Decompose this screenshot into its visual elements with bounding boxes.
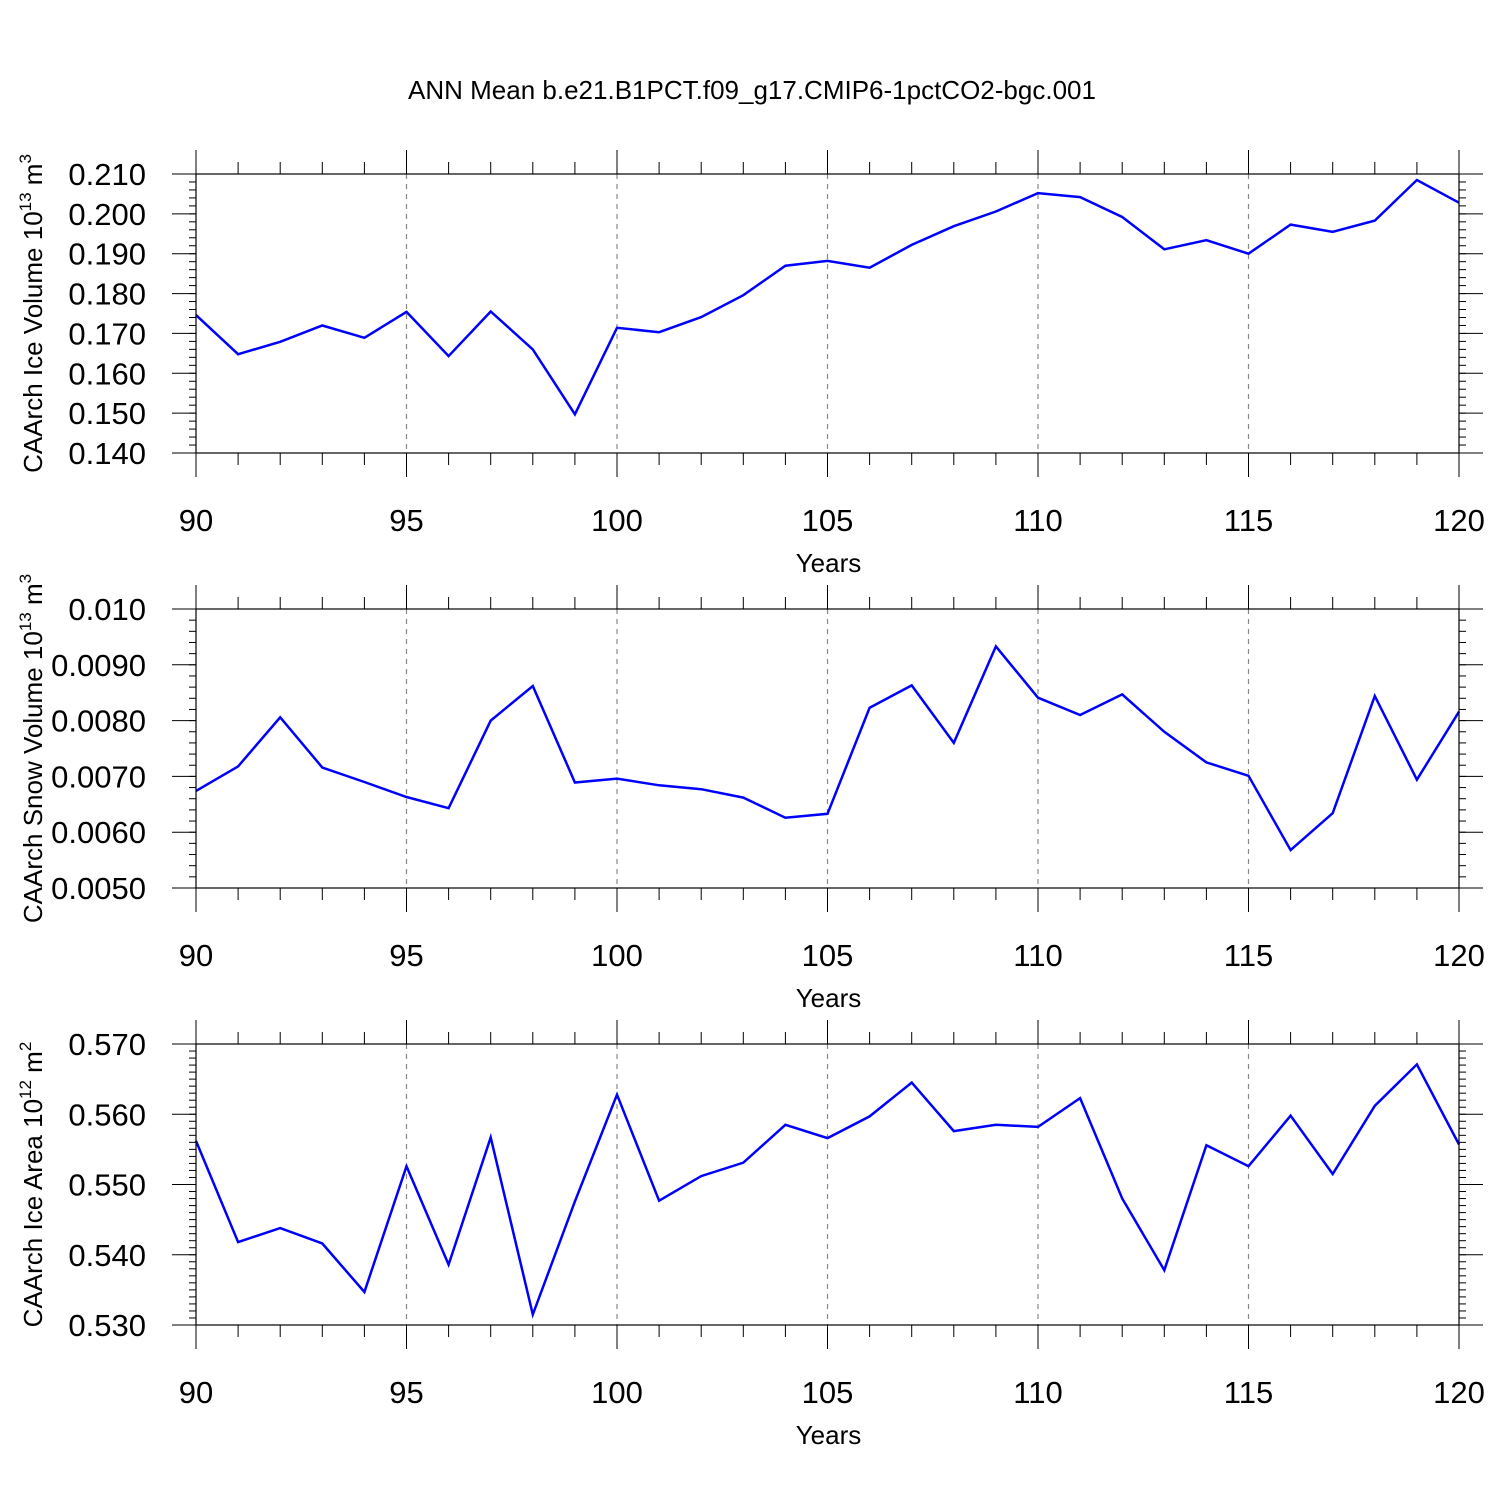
x-tick-label: 90 <box>179 1375 213 1410</box>
y-tick-label: 0.530 <box>68 1308 146 1343</box>
plot-frame <box>195 608 1460 889</box>
x-tick-label: 95 <box>389 503 423 538</box>
y-axis-label: CAArch Snow Volume 1013 m3 <box>16 574 48 923</box>
y-tick-label: 0.150 <box>68 396 146 431</box>
x-tick-label: 105 <box>802 503 854 538</box>
plot-frame <box>195 1043 1460 1326</box>
x-axis-label: Years <box>796 548 862 578</box>
y-tick-label: 0.200 <box>68 197 146 232</box>
x-tick-label: 115 <box>1224 503 1273 538</box>
x-tick-label: 110 <box>1013 503 1062 538</box>
x-tick-label: 90 <box>179 938 213 973</box>
y-tick-label: 0.570 <box>68 1027 146 1062</box>
x-axis-label: Years <box>796 1420 862 1450</box>
y-tick-label: 0.010 <box>68 592 146 627</box>
y-tick-label: 0.0090 <box>51 648 146 683</box>
plot-frame <box>195 173 1460 454</box>
y-tick-label: 0.0070 <box>51 759 146 794</box>
x-tick-label: 95 <box>389 1375 423 1410</box>
y-tick-label: 0.0050 <box>51 871 146 906</box>
y-tick-label: 0.550 <box>68 1168 146 1203</box>
y-tick-label: 0.540 <box>68 1238 146 1273</box>
x-tick-label: 95 <box>389 938 423 973</box>
x-tick-label: 100 <box>591 938 643 973</box>
x-tick-label: 120 <box>1433 1375 1485 1410</box>
y-tick-label: 0.210 <box>68 157 146 192</box>
x-tick-label: 105 <box>802 938 854 973</box>
y-tick-label: 0.170 <box>68 316 146 351</box>
x-tick-label: 100 <box>591 1375 643 1410</box>
panel-ice-area: 0.530 0.540 0.550 0.560 0.570 90 95 100 105 110 11… <box>16 1020 1485 1450</box>
chart-title: ANN Mean b.e21.B1PCT.f09_g17.CMIP6-1pctC… <box>408 75 1096 105</box>
y-tick-label: 0.0060 <box>51 815 146 850</box>
x-tick-label: 115 <box>1224 938 1273 973</box>
series-line-snow-volume <box>195 644 1461 853</box>
x-tick-label: 100 <box>591 503 643 538</box>
series-line-ice-area <box>194 1062 1461 1319</box>
panel-ice-volume: 0.140 0.150 0.160 0.170 0.180 0.190 0.200 0.210… <box>16 150 1485 578</box>
y-tick-label: 0.0080 <box>51 704 146 739</box>
x-axis-label: Years <box>796 983 862 1013</box>
y-tick-label: 0.190 <box>68 237 146 272</box>
x-tick-label: 110 <box>1013 1375 1062 1410</box>
x-tick-label: 120 <box>1433 503 1485 538</box>
y-axis-label: CAArch Ice Area 1012 m2 <box>16 1042 48 1328</box>
x-tick-label: 90 <box>179 503 213 538</box>
y-tick-label: 0.160 <box>68 356 146 391</box>
y-tick-label: 0.560 <box>68 1097 146 1132</box>
y-tick-label: 0.140 <box>68 436 146 471</box>
x-tick-label: 110 <box>1013 938 1062 973</box>
x-tick-label: 115 <box>1224 1375 1273 1410</box>
panel-snow-volume: 0.0050 0.0060 0.0070 0.0080 0.0090 0.010 90 95 1… <box>16 574 1485 1013</box>
series-line-ice-volume <box>195 178 1460 417</box>
x-tick-label: 120 <box>1433 938 1485 973</box>
x-tick-label: 105 <box>802 1375 854 1410</box>
y-tick-label: 0.180 <box>68 277 146 312</box>
y-axis-label: CAArch Ice Volume 1013 m3 <box>16 154 48 473</box>
